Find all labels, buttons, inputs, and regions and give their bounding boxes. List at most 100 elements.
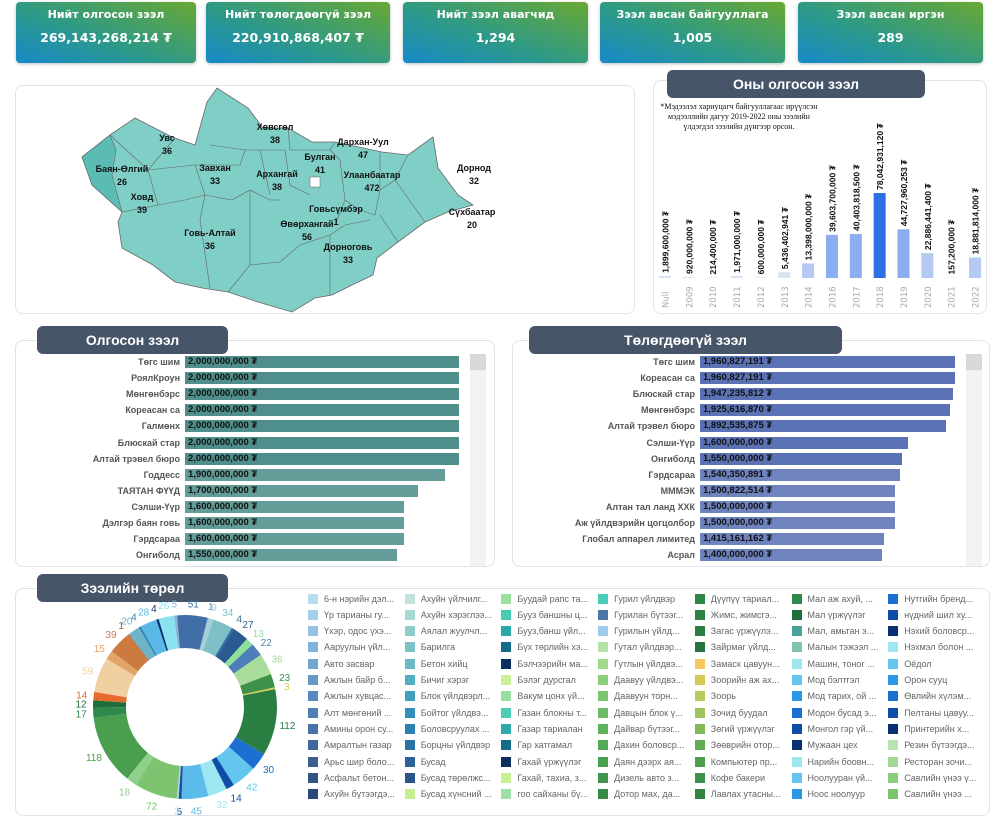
legend-item[interactable]: Зөөврийн отор... <box>694 738 791 753</box>
donut-slice[interactable] <box>93 707 127 718</box>
legend-item[interactable]: Гурил үйлдвэр <box>598 591 694 606</box>
bar[interactable] <box>185 533 405 546</box>
bar[interactable] <box>700 356 955 368</box>
bar[interactable] <box>700 533 885 546</box>
donut-slice[interactable] <box>173 615 180 649</box>
legend-item[interactable]: Борцны үйлдвэр <box>404 738 501 753</box>
bar[interactable] <box>185 436 459 449</box>
legend-item[interactable]: Дахин боловср... <box>598 738 694 753</box>
legend-item[interactable]: Мужаан цех <box>791 738 888 753</box>
year-bar[interactable] <box>897 229 910 278</box>
legend-item[interactable]: Лавлах утасны... <box>694 787 791 802</box>
donut-slice[interactable] <box>106 651 139 677</box>
legend-item[interactable]: Зоорийн аж ах... <box>694 673 791 688</box>
legend-item[interactable]: Асфальт бетон... <box>308 770 404 785</box>
legend-item[interactable]: 6-н нэрийн дэл... <box>308 591 404 606</box>
year-bar[interactable] <box>849 233 862 278</box>
legend-item[interactable]: Үр тарианы гу... <box>308 607 404 622</box>
legend-item[interactable]: Мал үржүүлэг <box>791 607 888 622</box>
legend-item[interactable]: Бүх төрлийн хэ... <box>501 640 597 655</box>
legend-item[interactable]: Мод тарих, ой ... <box>791 689 888 704</box>
donut-slice[interactable] <box>216 746 254 785</box>
bar[interactable] <box>700 404 951 417</box>
donut-slice[interactable] <box>127 752 154 785</box>
legend-item[interactable]: Дизель авто з... <box>598 770 694 785</box>
legend-item[interactable]: Ажлын хувцас... <box>308 689 404 704</box>
donut-slice[interactable] <box>156 618 169 651</box>
legend-item[interactable]: Давцын блок ү... <box>598 705 694 720</box>
legend-item[interactable]: Барилга <box>404 640 501 655</box>
legend-item[interactable]: Ахуйн бүтээгдэ... <box>308 787 404 802</box>
legend-item[interactable]: Нэхмэл болон ... <box>888 640 984 655</box>
bar[interactable] <box>185 484 418 497</box>
legend-item[interactable]: Газан блокны т... <box>501 705 597 720</box>
legend-item[interactable]: Бэлчээрийн ма... <box>501 656 597 671</box>
legend-item[interactable]: Мал, амьтан э... <box>791 624 888 639</box>
legend-item[interactable]: гоо сайханы бү... <box>501 787 597 802</box>
donut-slice[interactable] <box>216 629 247 664</box>
donut-slice[interactable] <box>181 764 209 799</box>
year-bar[interactable] <box>730 275 743 278</box>
legend-item[interactable]: Ахуйн хэрэглээ... <box>404 607 501 622</box>
region-ulaanbaatar[interactable] <box>309 176 321 188</box>
donut-slice[interactable] <box>200 759 227 796</box>
legend-item[interactable]: Бусад <box>404 754 501 769</box>
legend-item[interactable]: Принтерийн х... <box>888 721 984 736</box>
bar[interactable] <box>185 372 459 385</box>
bar[interactable] <box>700 372 955 385</box>
donut-slice[interactable] <box>235 689 277 755</box>
year-bar[interactable] <box>921 253 934 278</box>
donut-slice[interactable] <box>199 617 209 650</box>
issued-scrollbar[interactable] <box>470 354 486 566</box>
legend-item[interactable]: Компьютер пр... <box>694 754 791 769</box>
unpaid-scrollbar[interactable] <box>966 354 982 566</box>
legend-item[interactable]: Жимс, жимсгэ... <box>694 607 791 622</box>
bar[interactable] <box>185 517 405 529</box>
legend-item[interactable]: Мал аж ахуй, ... <box>791 591 888 606</box>
donut-slice[interactable] <box>228 644 261 674</box>
legend-item[interactable]: Дайвар бүтээг... <box>598 721 694 736</box>
bar[interactable] <box>700 436 909 449</box>
legend-item[interactable]: нүдний шил ху... <box>888 607 984 622</box>
donut-slice[interactable] <box>178 765 183 799</box>
bar[interactable] <box>185 500 405 513</box>
year-bar[interactable] <box>945 277 958 279</box>
legend-item[interactable]: Буудай рапс та... <box>501 591 597 606</box>
legend-item[interactable]: Аялал жуулчл... <box>404 624 501 639</box>
year-bar[interactable] <box>778 272 791 278</box>
year-bar[interactable] <box>873 193 886 278</box>
legend-item[interactable]: Ресторан зочи... <box>888 754 984 769</box>
legend-item[interactable]: Блок үйлдвэрл... <box>404 689 501 704</box>
bar[interactable] <box>700 500 896 513</box>
bar[interactable] <box>185 420 459 433</box>
donut-slice[interactable] <box>228 737 264 769</box>
donut-slice[interactable] <box>140 619 167 656</box>
donut-slice[interactable] <box>203 619 232 657</box>
legend-item[interactable]: Гурилын үйлд... <box>598 624 694 639</box>
legend-item[interactable]: Загас үржүүлэ... <box>694 624 791 639</box>
legend-item[interactable]: Боловсруулах ... <box>404 721 501 736</box>
legend-item[interactable]: Дотор мах, да... <box>598 787 694 802</box>
legend-item[interactable]: Газар тариалан <box>501 721 597 736</box>
legend-item[interactable]: Амины орон су... <box>308 721 404 736</box>
year-bar[interactable] <box>754 277 767 278</box>
donut-slice[interactable] <box>138 626 157 656</box>
legend-item[interactable]: Машин, тоног ... <box>791 656 888 671</box>
donut-slice[interactable] <box>176 615 208 650</box>
legend-item[interactable]: Кофе бакери <box>694 770 791 785</box>
bar[interactable] <box>185 452 459 465</box>
donut-slice[interactable] <box>240 674 275 695</box>
legend-item[interactable]: Даавуун торн... <box>598 689 694 704</box>
donut-slice[interactable] <box>224 639 253 667</box>
legend-item[interactable]: Бичиг хэрэг <box>404 673 501 688</box>
legend-item[interactable]: Малын тэжээл ... <box>791 640 888 655</box>
year-bar[interactable] <box>659 275 671 278</box>
legend-item[interactable]: Даян дээрх ая... <box>598 754 694 769</box>
bar[interactable] <box>185 549 398 562</box>
legend-item[interactable]: Орон сууц <box>888 673 984 688</box>
legend-item[interactable]: Бусад хүнсний ... <box>404 787 501 802</box>
legend-item[interactable]: Гар хатгамал <box>501 738 597 753</box>
legend-item[interactable]: Гурилан бүтээг... <box>598 607 694 622</box>
donut-slice[interactable] <box>158 615 178 651</box>
bar[interactable] <box>700 484 896 497</box>
